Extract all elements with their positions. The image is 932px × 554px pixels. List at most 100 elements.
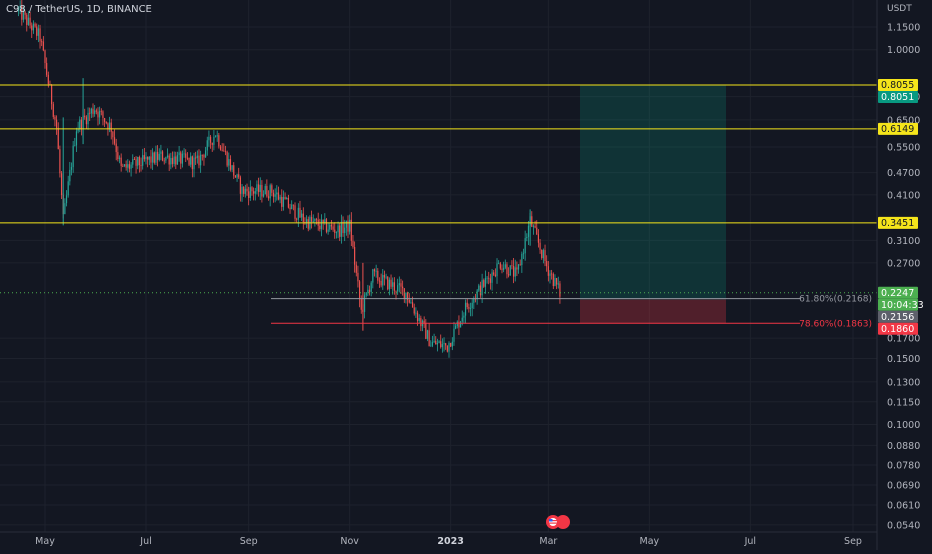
candle: [102, 110, 104, 126]
candle: [471, 298, 473, 317]
candle: [503, 261, 505, 273]
horizontal-levels[interactable]: [0, 84, 877, 224]
candle: [254, 187, 256, 201]
price-tick-label: 0.5500: [887, 143, 920, 154]
candle: [509, 265, 511, 276]
candle: [519, 259, 521, 266]
candle: [214, 135, 217, 138]
candle: [234, 174, 237, 178]
candle: [221, 143, 223, 152]
candle: [84, 108, 86, 120]
candle: [112, 130, 114, 145]
candle: [218, 132, 220, 149]
candle: [307, 216, 309, 232]
long-position-tool[interactable]: [580, 85, 726, 324]
candle: [506, 262, 508, 279]
candle: [46, 57, 48, 77]
candle: [423, 316, 425, 328]
candle: [70, 162, 73, 176]
candle: [516, 261, 518, 277]
candle: [138, 155, 140, 173]
candle: [539, 239, 541, 254]
candle: [186, 152, 188, 161]
candle: [213, 129, 215, 151]
candle: [430, 340, 432, 347]
candle: [508, 267, 510, 278]
candle: [29, 11, 31, 29]
candle: [334, 222, 336, 239]
candle: [479, 281, 482, 298]
price-tick-label: 0.0690: [887, 480, 920, 491]
candle: [233, 162, 235, 180]
candle: [118, 155, 121, 164]
candle: [123, 163, 126, 168]
candle: [211, 142, 213, 152]
candle: [67, 175, 69, 198]
price-tick-label: 0.4100: [887, 190, 920, 201]
candle: [450, 342, 452, 348]
fibonacci-levels[interactable]: 61.80%(0.2168) 78.60%(0.1863): [271, 295, 872, 330]
candle: [537, 229, 540, 248]
earnings-flag-icon[interactable]: [546, 515, 570, 529]
candle: [387, 276, 389, 291]
candle: [368, 285, 371, 296]
candle: [425, 319, 427, 340]
time-axis[interactable]: May Jul Sep Nov 2023 Mar May Jul Sep: [35, 536, 862, 547]
candle: [370, 280, 372, 297]
candle: [363, 293, 366, 319]
price-tick-label: 0.4700: [887, 168, 920, 179]
candle: [358, 280, 361, 308]
candle: [397, 278, 399, 295]
candle: [19, 0, 21, 15]
candle: [491, 268, 493, 291]
candle: [284, 192, 286, 200]
position-loss-zone[interactable]: [580, 299, 726, 324]
candle: [448, 341, 450, 358]
candle: [39, 24, 41, 49]
candle: [402, 280, 404, 296]
candle: [375, 264, 377, 278]
candle: [267, 190, 270, 201]
candle: [296, 217, 298, 223]
candle: [143, 147, 145, 162]
candle: [393, 277, 395, 295]
candles: [0, 0, 877, 358]
candle: [90, 107, 92, 119]
candle: [314, 218, 316, 227]
candle: [180, 150, 182, 170]
price-labels: 0.80550.80510.61490.34510.224710:04:330.…: [878, 78, 924, 335]
candle: [74, 137, 76, 147]
position-profit-zone[interactable]: [580, 85, 726, 300]
price-axis-badge-text: 0.3451: [881, 218, 914, 229]
candle: [185, 149, 187, 162]
candle: [380, 273, 382, 288]
candle: [205, 146, 207, 158]
candle: [438, 340, 440, 344]
candle: [128, 160, 131, 173]
candle: [395, 290, 397, 300]
candle: [301, 210, 303, 221]
candle: [337, 221, 339, 239]
candle: [266, 179, 268, 198]
candle: [483, 278, 485, 288]
candle: [557, 276, 559, 289]
candle: [287, 194, 289, 209]
candle: [292, 204, 294, 211]
candle: [99, 106, 101, 125]
candle: [152, 148, 154, 170]
candle: [282, 190, 285, 211]
candle: [407, 291, 409, 307]
candle: [125, 160, 127, 171]
candle: [26, 13, 28, 32]
time-tick-label: 2023: [437, 536, 463, 547]
candle: [269, 183, 271, 207]
candle: [229, 155, 232, 172]
time-tick-label: Mar: [539, 536, 557, 547]
candle: [239, 175, 241, 202]
candle: [486, 275, 488, 284]
candle: [21, 0, 23, 26]
candle: [243, 186, 245, 197]
